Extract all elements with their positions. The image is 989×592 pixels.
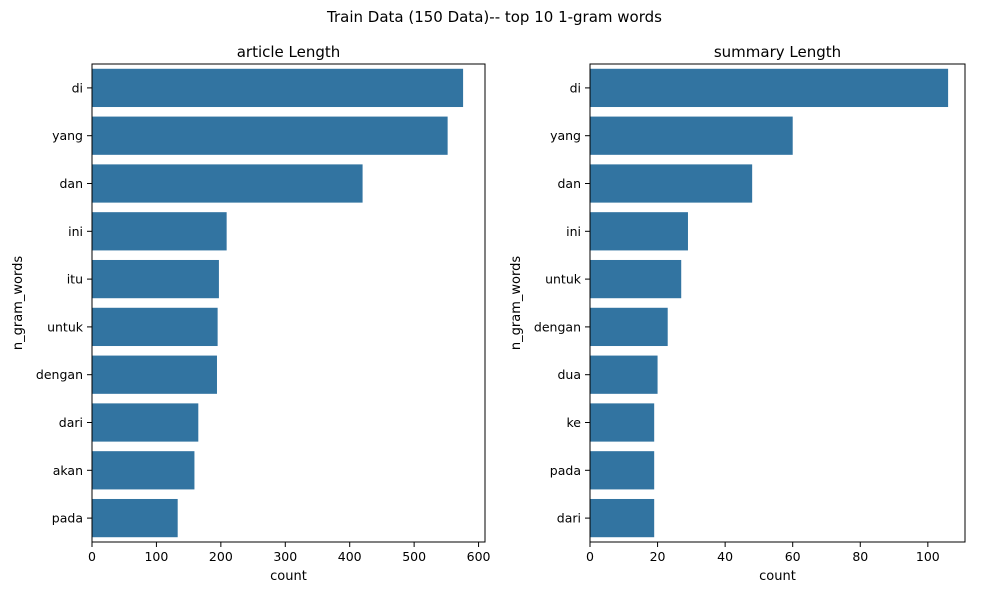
x-tick-label: 100: [144, 549, 168, 564]
x-tick-label: 20: [650, 549, 666, 564]
y-tick-label: untuk: [47, 319, 84, 334]
bar-ke: [590, 403, 655, 442]
y-tick-label: di: [72, 80, 83, 95]
y-tick-label: dan: [557, 176, 581, 191]
x-tick-label: 40: [717, 549, 733, 564]
x-tick-label: 0: [586, 549, 594, 564]
subplot-1: di yang dan ini itu untuk dengan dari akan pada 0 1…: [11, 43, 491, 584]
bar-pada: [590, 451, 655, 490]
x-tick-label: 500: [402, 549, 426, 564]
bar-dan: [590, 164, 753, 203]
bar-ini: [590, 212, 688, 251]
subplot-2: di yang dan ini untuk dengan dua ke pada dari 0 20 4…: [509, 43, 966, 584]
y-tick-label: yang: [52, 128, 83, 143]
x-tick-label: 0: [88, 549, 96, 564]
axes-frame: [589, 63, 966, 543]
y-tick-label: itu: [67, 272, 83, 287]
y-tick-label: dan: [59, 176, 83, 191]
bar-akan: [92, 451, 195, 490]
axes-frame: [91, 63, 486, 543]
y-axis-label: n_gram_words: [509, 256, 524, 350]
x-tick-label: 80: [852, 549, 868, 564]
bar-untuk: [92, 307, 218, 347]
bar-yang: [92, 116, 448, 155]
x-tick-label: 60: [785, 549, 801, 564]
bar-dari: [590, 498, 655, 538]
y-tick-label: pada: [52, 511, 83, 526]
bar-dengan: [92, 355, 217, 394]
y-axis-label: n_gram_words: [11, 256, 26, 350]
y-tick-label: ke: [567, 415, 582, 430]
bar-untuk: [590, 259, 682, 299]
bar-dengan: [590, 307, 668, 347]
x-tick-label: 600: [467, 549, 491, 564]
figure-title: Train Data (150 Data)-- top 10 1-gram wo…: [327, 8, 662, 26]
bar-dan: [92, 164, 363, 203]
y-tick-label: ini: [68, 224, 83, 239]
y-tick-label: pada: [550, 463, 581, 478]
x-tick-label: 300: [273, 549, 297, 564]
y-tick-label: dari: [557, 511, 581, 526]
bar-itu: [92, 259, 219, 299]
subplot-title: summary Length: [714, 43, 841, 61]
bar-di: [590, 68, 949, 108]
x-axis-label: count: [270, 569, 307, 584]
bar-yang: [590, 116, 793, 155]
y-tick-label: di: [570, 80, 581, 95]
bar-di: [92, 68, 464, 108]
y-tick-label: yang: [550, 128, 581, 143]
bar-dua: [590, 355, 658, 394]
y-tick-label: dua: [557, 367, 581, 382]
x-tick-label: 200: [209, 549, 233, 564]
y-tick-label: untuk: [545, 272, 582, 287]
y-tick-label: dari: [59, 415, 83, 430]
y-tick-label: ini: [566, 224, 581, 239]
y-tick-label: dengan: [534, 319, 581, 334]
x-axis-label: count: [759, 569, 796, 584]
bar-pada: [92, 498, 178, 538]
bar-dari: [92, 403, 199, 442]
subplot-title: article Length: [237, 43, 341, 61]
x-tick-label: 100: [916, 549, 940, 564]
y-tick-label: akan: [53, 463, 83, 478]
bar-ini: [92, 212, 227, 251]
y-tick-label: dengan: [36, 367, 83, 382]
x-tick-label: 400: [338, 549, 362, 564]
